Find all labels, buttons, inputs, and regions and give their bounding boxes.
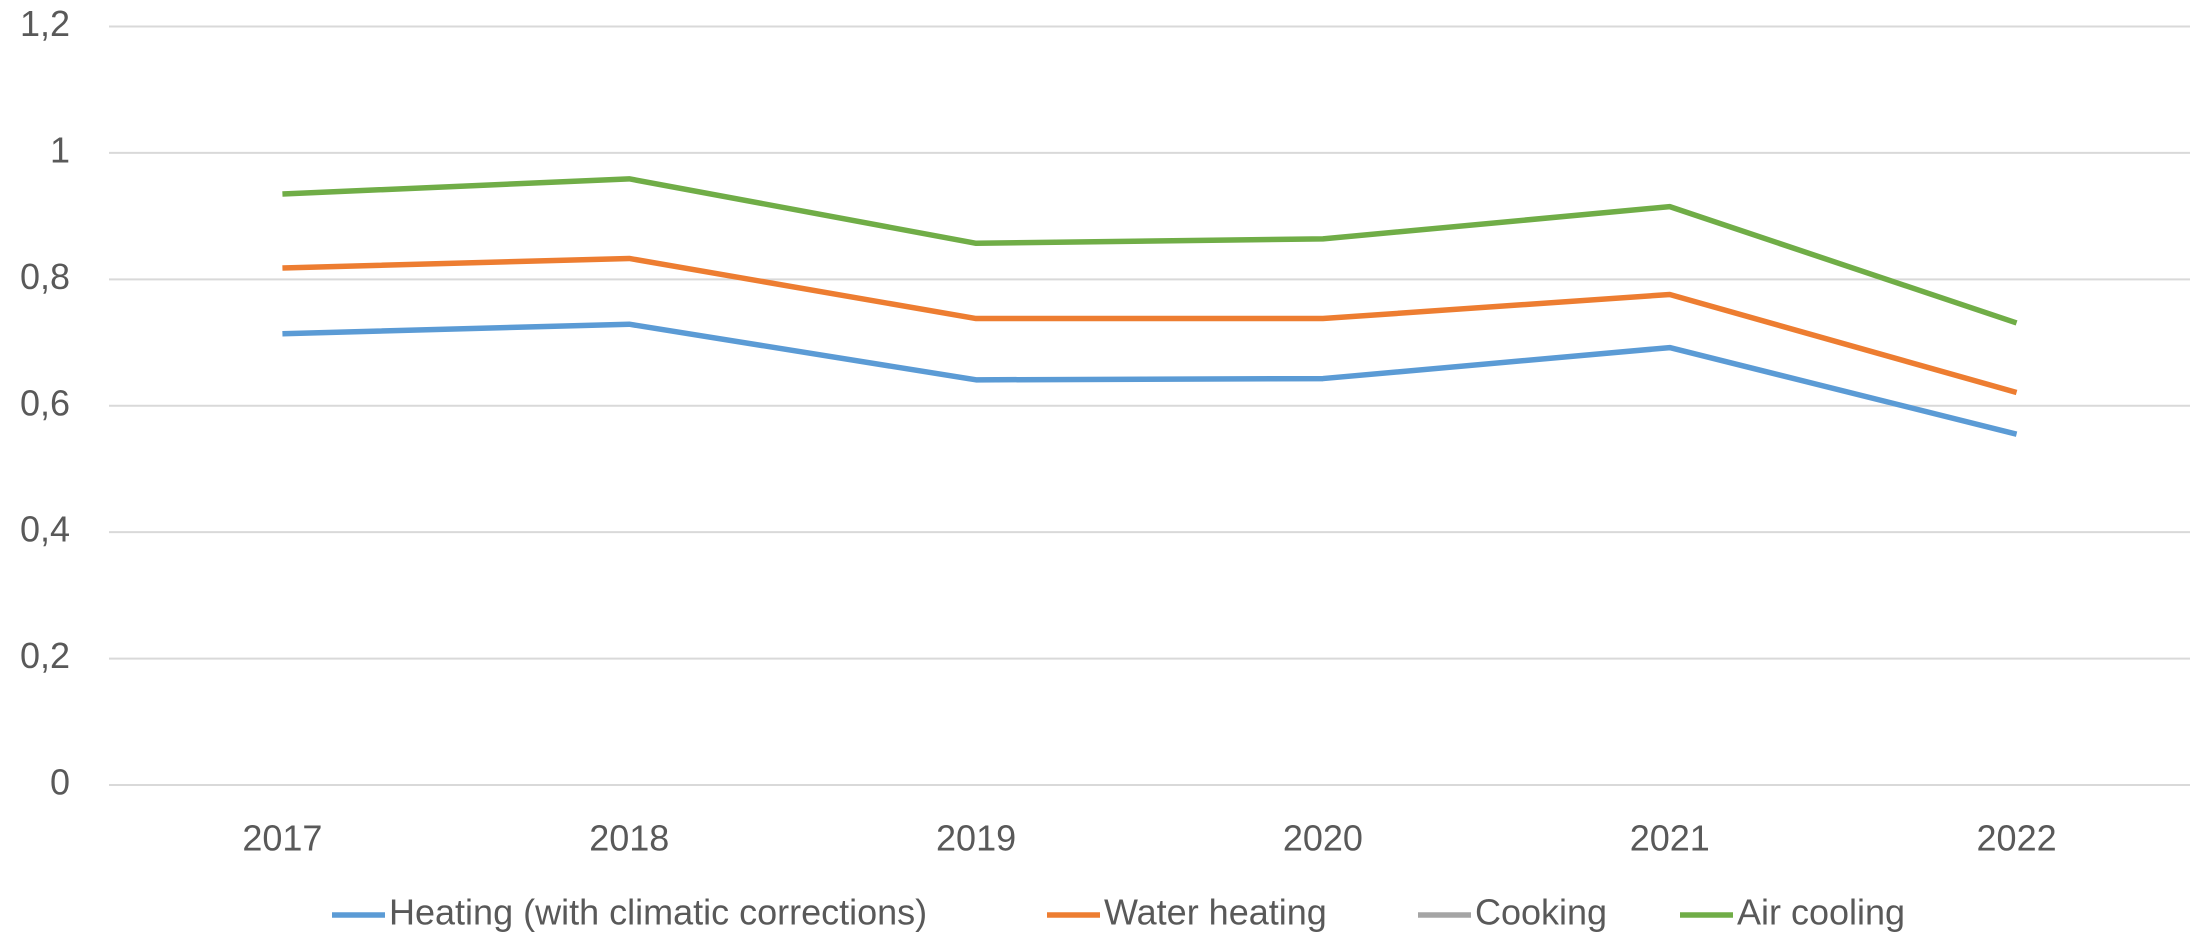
y-tick-label: 1 <box>50 129 70 170</box>
x-tick-label: 2017 <box>242 818 322 859</box>
y-tick-label: 1,2 <box>20 3 70 44</box>
x-tick-label: 2018 <box>589 818 669 859</box>
legend-label: Cooking <box>1475 892 1607 933</box>
x-tick-label: 2019 <box>936 818 1016 859</box>
x-tick-label: 2022 <box>1977 818 2057 859</box>
y-tick-label: 0,6 <box>20 382 70 423</box>
legend-label: Heating (with climatic corrections) <box>389 892 927 933</box>
x-tick-label: 2020 <box>1283 818 1363 859</box>
y-tick-label: 0,8 <box>20 256 70 297</box>
legend-label: Water heating <box>1104 892 1327 933</box>
legend-label: Air cooling <box>1737 892 1905 933</box>
series-line <box>282 255 2018 396</box>
y-tick-label: 0,4 <box>20 509 70 550</box>
series-line <box>282 176 2018 326</box>
y-tick-label: 0,2 <box>20 635 70 676</box>
series-line <box>282 321 2018 437</box>
x-tick-label: 2021 <box>1630 818 1710 859</box>
y-tick-label: 0 <box>50 762 70 803</box>
